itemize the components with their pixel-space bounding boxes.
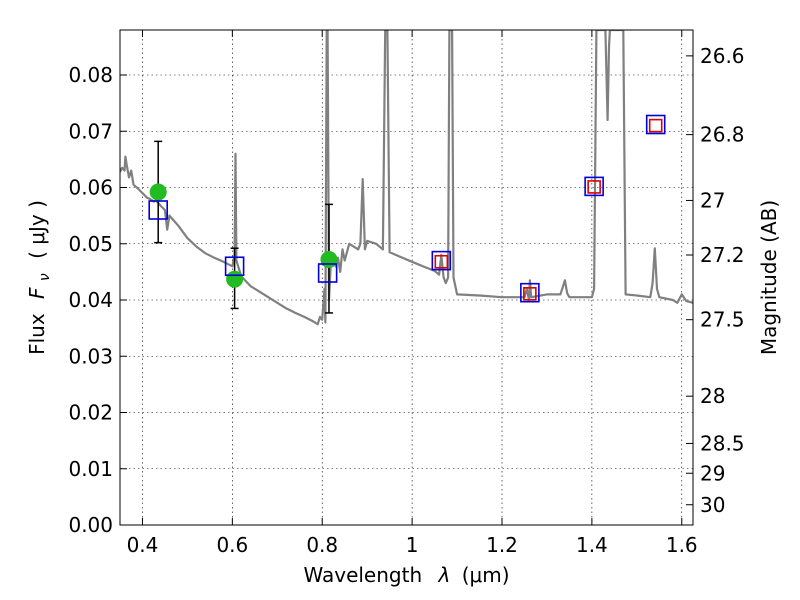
y-tick-label: 0.06 <box>68 176 113 200</box>
x-tick-label: 1.2 <box>486 533 518 557</box>
plot-area <box>120 30 693 326</box>
observed-nir-point <box>523 287 537 301</box>
y-tick-label: 0.01 <box>68 457 113 481</box>
model-point <box>645 114 666 135</box>
x-tick-label: 0.4 <box>127 533 159 557</box>
x-tick-label: 0.8 <box>306 533 338 557</box>
y-tick-label: 0.04 <box>68 288 113 312</box>
y-axis-title-var: F <box>25 287 49 299</box>
x-axis-title: Wavelength λ (μm) <box>303 563 509 587</box>
observed-point <box>320 251 338 268</box>
y-tick-label: 0.03 <box>68 344 113 368</box>
model-point <box>431 250 452 271</box>
x-tick-label: 1.6 <box>666 533 698 557</box>
y-tick-label: 0.02 <box>68 401 113 425</box>
y2-tick-label: 26.6 <box>700 44 745 68</box>
x-axis-title-lambda: λ <box>438 563 451 587</box>
y-tick-label: 0.08 <box>68 63 113 87</box>
observed-point <box>226 270 244 288</box>
x-tick-label: 0.6 <box>216 533 248 557</box>
model-point <box>148 200 168 220</box>
y-tick-label: 0.07 <box>68 119 113 143</box>
y2-tick-label: 27.2 <box>700 243 745 267</box>
observed-nir-point <box>587 180 601 194</box>
y-tick-label: 0.00 <box>68 513 113 537</box>
y2-axis-title: Magnitude (AB) <box>757 200 781 355</box>
model-point <box>224 256 245 277</box>
observed-nir-point <box>434 254 449 269</box>
observed-point <box>149 183 167 201</box>
x-tick-label: 1 <box>406 533 419 557</box>
y-axis-title-prefix: Flux <box>25 313 49 355</box>
spectrum-line <box>120 30 693 326</box>
svg-text:Flux F ν ( μ: Flux F ν ( μJy ) <box>25 200 54 355</box>
plot-frame <box>119 29 694 526</box>
model-point <box>317 263 338 283</box>
y-axis-title-sub: ν <box>37 273 53 281</box>
y2-tick-label: 28.5 <box>700 431 745 455</box>
y-axis-title: Flux F ν ( μJy ) <box>25 200 54 355</box>
y2-tick-label: 28 <box>700 384 725 408</box>
model-point <box>520 282 540 303</box>
y2-tick-label: 29 <box>700 461 725 485</box>
model-point <box>584 176 604 197</box>
y-axis-title-unit: ( μJy ) <box>25 200 49 259</box>
x-axis-title-unit: (μm) <box>462 563 510 587</box>
y2-tick-label: 27 <box>700 188 725 212</box>
y2-tick-label: 27.5 <box>700 308 745 332</box>
x-tick-label: 1.4 <box>576 533 608 557</box>
axes: 0.4 0.6 0.8 1 1.2 1.4 1.6 0.00 0.01 0.02 0.03 0.04 0… <box>68 30 745 557</box>
y2-tick-label: 26.8 <box>700 123 745 147</box>
observed-nir-point <box>648 118 663 133</box>
y2-axis-title-text: Magnitude (AB) <box>757 200 781 355</box>
y-tick-label: 0.05 <box>68 232 113 256</box>
x-axis-title-prefix: Wavelength <box>303 563 422 587</box>
y2-tick-label: 30 <box>700 493 725 517</box>
